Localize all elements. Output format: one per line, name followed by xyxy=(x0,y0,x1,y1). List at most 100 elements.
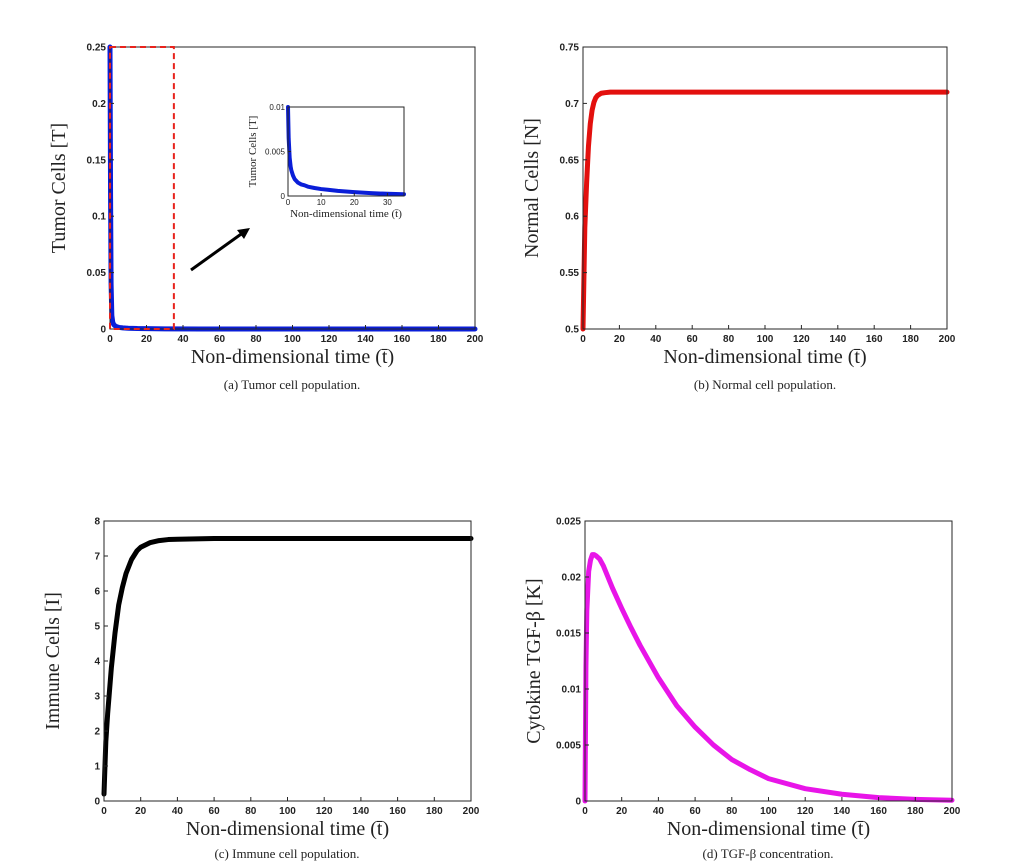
x-axis-label: Non-dimensional time (t̄) xyxy=(663,346,866,368)
inset-x-tick-label: 0 xyxy=(286,198,291,207)
inset-x-axis-label: Non-dimensional time (t̄) xyxy=(290,208,402,220)
zoom-highlight-box xyxy=(109,46,175,330)
y-tick-label: 0 xyxy=(100,325,106,336)
x-tick-label: 120 xyxy=(797,806,814,817)
x-tick-label: 80 xyxy=(250,334,262,345)
y-tick-label: 0.01 xyxy=(562,685,582,696)
x-tick-label: 160 xyxy=(394,334,411,345)
y-tick-label: 0.1 xyxy=(92,212,106,223)
x-tick-label: 60 xyxy=(214,334,226,345)
x-tick-label: 120 xyxy=(793,334,810,345)
x-tick-label: 0 xyxy=(101,806,107,817)
x-tick-label: 40 xyxy=(650,334,662,345)
x-tick-label: 0 xyxy=(582,806,588,817)
x-tick-label: 120 xyxy=(316,806,333,817)
x-tick-label: 80 xyxy=(723,334,735,345)
y-tick-label: 0.75 xyxy=(560,43,580,54)
chart-a: 0 20 40 60 80 100 120 140 160 180 20000.050.10.150… xyxy=(48,43,484,393)
inset-y-axis-label: Tumor Cells [T] xyxy=(247,116,259,188)
x-tick-label: 0 xyxy=(107,334,113,345)
x-tick-label: 20 xyxy=(141,334,153,345)
inset-x-tick-label: 10 xyxy=(317,198,326,207)
chart-c: 0 20 40 60 80 100 120 140 160 180 200 0 1 2 3 4 5 6 7 8 Non-… xyxy=(42,517,480,862)
x-tick-label: 200 xyxy=(463,806,480,817)
x-tick-label: 200 xyxy=(944,806,961,817)
x-tick-label: 200 xyxy=(467,334,484,345)
inset-x-tick-label: 20 xyxy=(350,198,359,207)
y-axis-label: Tumor Cells [T] xyxy=(48,123,70,253)
pointer-arrow-shaft xyxy=(190,230,245,272)
x-tick-label: 100 xyxy=(279,806,296,817)
x-axis-label: Non-dimensional time (t̄) xyxy=(186,818,389,840)
x-tick-label: 60 xyxy=(690,806,702,817)
x-tick-label: 100 xyxy=(760,806,777,817)
x-tick-label: 20 xyxy=(135,806,147,817)
inset-series-line xyxy=(286,105,406,197)
y-tick-label: 0.02 xyxy=(562,573,582,584)
x-tick-label: 40 xyxy=(653,806,665,817)
x-tick-label: 180 xyxy=(426,806,443,817)
y-tick-label: 0 xyxy=(575,797,581,808)
y-tick-label: 0.15 xyxy=(87,155,107,166)
y-tick-label: 8 xyxy=(94,517,100,528)
y-tick-label: 7 xyxy=(94,552,100,563)
axes-frame-c xyxy=(103,520,472,802)
x-tick-label: 20 xyxy=(614,334,626,345)
y-tick-label: 0.7 xyxy=(565,99,579,110)
inset-y-tick-label: 0 xyxy=(281,192,286,201)
y-tick-label: 2 xyxy=(94,727,100,738)
x-tick-label: 40 xyxy=(172,806,184,817)
x-axis-label: Non-dimensional time (t̄) xyxy=(667,818,870,840)
x-tick-label: 200 xyxy=(939,334,956,345)
x-tick-label: 100 xyxy=(284,334,301,345)
inset-x-tick-label: 30 xyxy=(383,198,392,207)
x-tick-label: 80 xyxy=(245,806,257,817)
x-tick-label: 60 xyxy=(209,806,221,817)
chart-caption: (d) TGF-β concentration. xyxy=(703,846,834,861)
y-tick-label: 0.015 xyxy=(556,629,581,640)
y-tick-label: 0.65 xyxy=(560,155,580,166)
y-tick-label: 0.005 xyxy=(556,741,581,752)
y-axis-label: Normal Cells [N] xyxy=(521,118,543,258)
axes-frame-d xyxy=(584,520,953,802)
x-tick-label: 40 xyxy=(177,334,189,345)
x-tick-label: 160 xyxy=(866,334,883,345)
y-tick-label: 0.05 xyxy=(87,268,107,279)
x-tick-label: 180 xyxy=(907,806,924,817)
y-axis-label: Cytokine TGF-β [K] xyxy=(523,578,545,743)
x-axis-label: Non-dimensional time (t̄) xyxy=(191,346,394,368)
x-tick-label: 180 xyxy=(902,334,919,345)
y-tick-label: 1 xyxy=(94,762,100,773)
inset-y-tick-label: 0.005 xyxy=(265,148,286,157)
y-tick-label: 0.6 xyxy=(565,212,579,223)
y-tick-label: 3 xyxy=(94,692,100,703)
y-tick-label: 6 xyxy=(94,587,100,598)
y-tick-label: 0.25 xyxy=(87,43,107,54)
inset-background xyxy=(288,107,404,196)
x-tick-label: 140 xyxy=(829,334,846,345)
y-tick-label: 0.5 xyxy=(565,325,579,336)
series-line-c-0 xyxy=(101,536,474,797)
axes-frame-b xyxy=(582,46,948,330)
inset-y-tick-label: 0.01 xyxy=(269,103,285,112)
x-tick-label: 160 xyxy=(389,806,406,817)
y-tick-label: 4 xyxy=(94,657,100,668)
x-tick-label: 80 xyxy=(726,806,738,817)
y-tick-label: 0.025 xyxy=(556,517,581,528)
chart-b: 0 20 40 60 80 100 120 140 160 180 200 0.5 0.55 0.6 0.6… xyxy=(521,43,956,393)
x-tick-label: 180 xyxy=(430,334,447,345)
chart-caption: (b) Normal cell population. xyxy=(694,377,836,392)
inset-chart: 0 10 20 30 0 0.005 0.01 Non-dimensional time (t… xyxy=(247,103,406,220)
x-tick-label: 20 xyxy=(616,806,628,817)
x-tick-label: 140 xyxy=(834,806,851,817)
series-line-b-0 xyxy=(580,89,950,332)
x-tick-label: 0 xyxy=(580,334,586,345)
x-tick-label: 60 xyxy=(687,334,699,345)
x-tick-label: 140 xyxy=(353,806,370,817)
y-tick-label: 0.2 xyxy=(92,99,106,110)
y-tick-label: 0 xyxy=(94,797,100,808)
pointer-arrow-head xyxy=(237,228,250,239)
x-tick-label: 140 xyxy=(357,334,374,345)
y-tick-label: 0.55 xyxy=(560,268,580,279)
